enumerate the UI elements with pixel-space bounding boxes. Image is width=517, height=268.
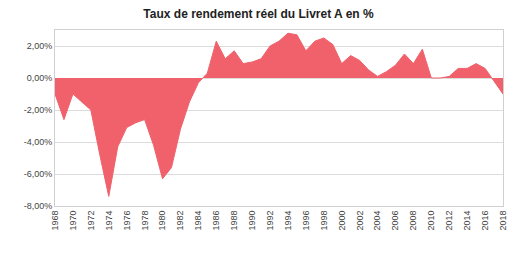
svg-text:Sources : INSEE, Cercle de l’E: Sources : INSEE, Cercle de l’Epargne (8, 266, 191, 268)
svg-text:-8,00%: -8,00% (24, 201, 53, 211)
svg-text:1970: 1970 (68, 211, 78, 231)
svg-text:Taux de rendement réel du Livr: Taux de rendement réel du Livret A en % (143, 7, 374, 21)
svg-text:1980: 1980 (157, 211, 167, 231)
svg-text:2010: 2010 (426, 211, 436, 231)
svg-text:1988: 1988 (229, 211, 239, 231)
svg-text:1978: 1978 (140, 211, 150, 231)
svg-text:2002: 2002 (355, 211, 365, 231)
svg-text:0,00%: 0,00% (27, 73, 53, 83)
svg-text:2,00%: 2,00% (27, 41, 53, 51)
svg-text:1990: 1990 (247, 211, 257, 231)
svg-text:2004: 2004 (372, 211, 382, 231)
svg-text:1968: 1968 (50, 211, 60, 231)
svg-text:1982: 1982 (175, 211, 185, 231)
svg-text:1974: 1974 (104, 211, 114, 231)
svg-text:1984: 1984 (193, 211, 203, 231)
svg-text:2018: 2018 (498, 211, 508, 231)
svg-text:1996: 1996 (301, 211, 311, 231)
svg-text:1992: 1992 (265, 211, 275, 231)
svg-text:2006: 2006 (390, 211, 400, 231)
svg-text:2012: 2012 (444, 211, 454, 231)
svg-text:1972: 1972 (86, 211, 96, 231)
svg-text:1986: 1986 (211, 211, 221, 231)
svg-text:1976: 1976 (122, 211, 132, 231)
svg-text:-6,00%: -6,00% (24, 169, 53, 179)
svg-text:1998: 1998 (319, 211, 329, 231)
svg-text:-4,00%: -4,00% (24, 137, 53, 147)
svg-text:2016: 2016 (480, 211, 490, 231)
svg-text:-2,00%: -2,00% (24, 105, 53, 115)
svg-text:2014: 2014 (462, 211, 472, 231)
svg-text:2000: 2000 (337, 211, 347, 231)
svg-text:2008: 2008 (408, 211, 418, 231)
svg-text:1994: 1994 (283, 211, 293, 231)
